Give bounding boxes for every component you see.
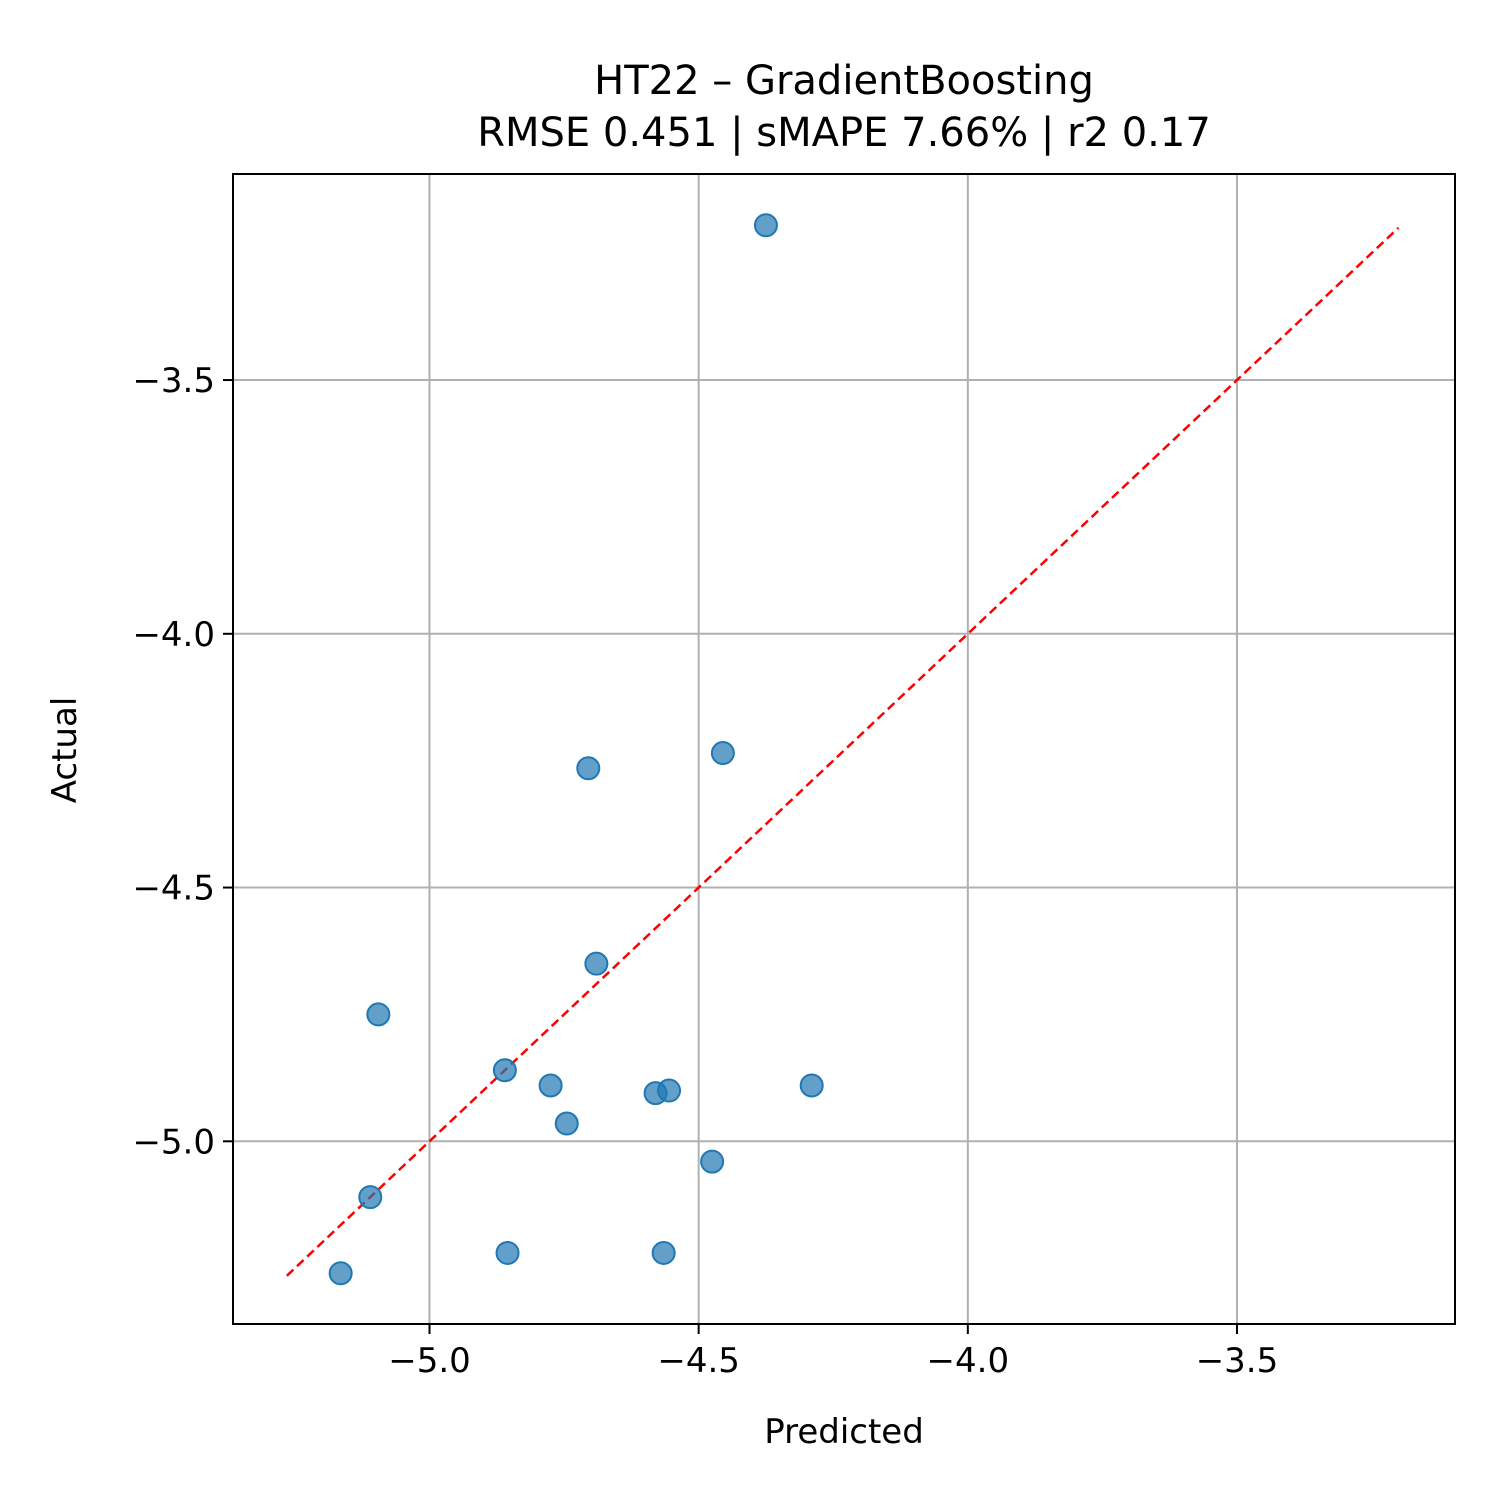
chart-title: HT22 – GradientBoosting <box>594 58 1094 104</box>
grid <box>233 174 1455 1324</box>
y-axis-ticks: −5.0 −4.5 −4.0 −3.5 <box>132 361 233 1162</box>
data-point <box>366 1002 391 1027</box>
data-point <box>584 951 609 976</box>
data-point <box>576 756 601 781</box>
data-point <box>710 741 735 766</box>
y-tick-label: −5.0 <box>132 1122 215 1162</box>
data-point <box>358 1185 383 1210</box>
chart-subtitle: RMSE 0.451 | sMAPE 7.66% | r2 0.17 <box>477 110 1211 156</box>
data-point <box>492 1058 517 1083</box>
data-point <box>700 1149 725 1174</box>
data-point <box>753 213 778 238</box>
y-tick-label: −4.0 <box>132 615 215 655</box>
data-point <box>799 1073 824 1098</box>
reference-line-layer <box>285 226 1400 1277</box>
data-point <box>538 1073 563 1098</box>
data-point <box>651 1240 676 1265</box>
data-point <box>554 1111 579 1136</box>
data-point <box>495 1240 520 1265</box>
y-axis-label: Actual <box>45 697 85 804</box>
x-tick-label: −4.5 <box>657 1341 740 1381</box>
x-tick-label: −5.0 <box>388 1341 471 1381</box>
x-tick-label: −4.0 <box>927 1341 1010 1381</box>
x-tick-label: −3.5 <box>1196 1341 1279 1381</box>
y-tick-label: −3.5 <box>132 361 215 401</box>
points-layer <box>328 213 824 1286</box>
reference-line <box>285 226 1400 1277</box>
y-tick-label: −4.5 <box>132 869 215 909</box>
data-point <box>328 1261 353 1286</box>
plot-frame <box>232 173 1456 1325</box>
data-point <box>657 1078 682 1103</box>
x-axis-label: Predicted <box>764 1412 924 1452</box>
x-axis-ticks: −5.0 −4.5 −4.0 −3.5 <box>388 1324 1278 1381</box>
